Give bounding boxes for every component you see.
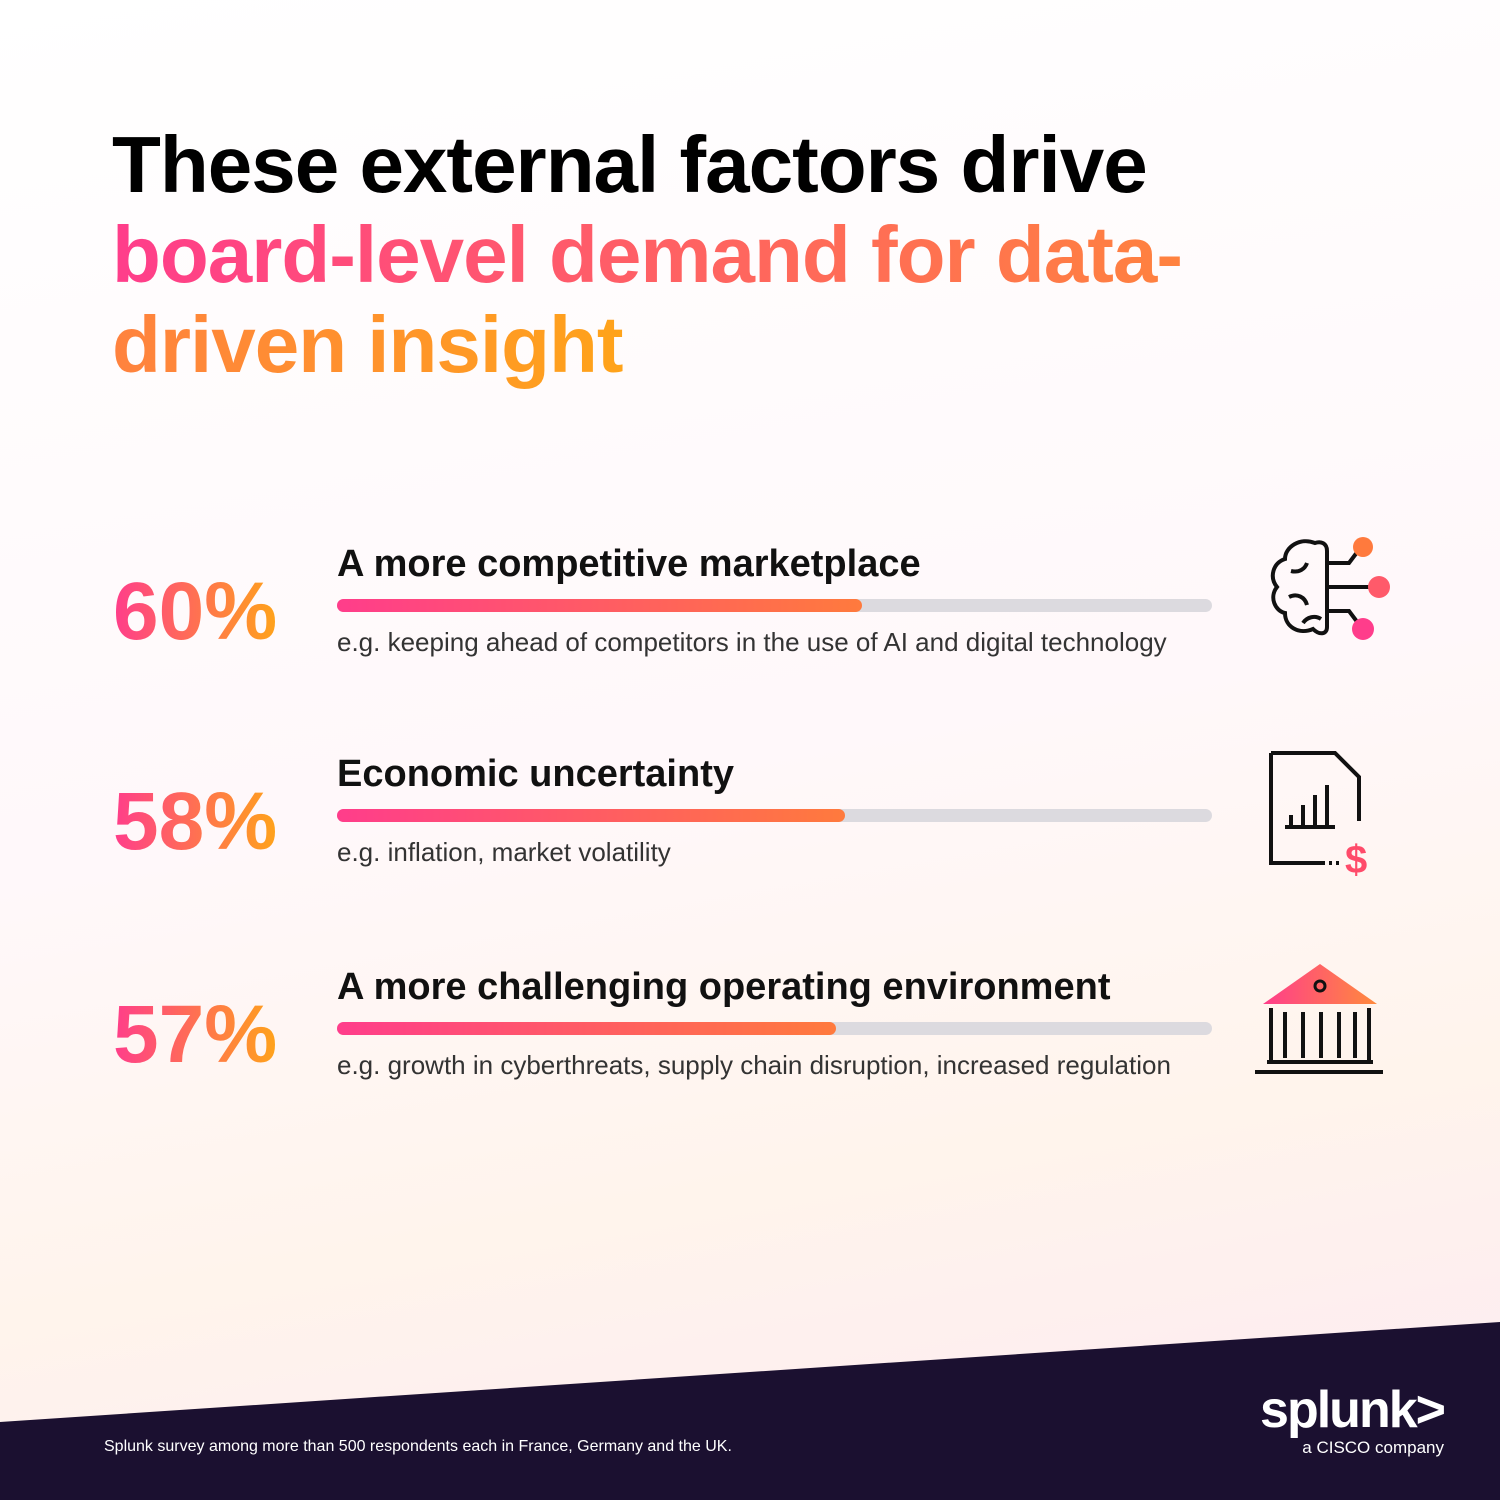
logo-tagline: a CISCO company [1302,1438,1444,1457]
factor-row: 60% A more competitive marketplace e.g. ke… [0,537,1500,693]
bar-track [337,1022,1212,1035]
bar [337,599,862,612]
factor-description: e.g. inflation, market volatility [337,837,671,867]
value-label: 58% [113,776,278,867]
footnote: Splunk survey among more than 500 respon… [104,1438,732,1455]
bar-track [337,599,1212,612]
factor-description: e.g. growth in cyberthreats, supply chai… [337,1050,1171,1080]
bank-icon [1255,964,1383,1074]
logo: splunk> [1260,1381,1446,1439]
factor-label: Economic uncertainty [337,753,734,795]
dollar-sign: $ [1345,838,1367,882]
factor-row: 57% A more challenging operating environm… [0,964,1500,1116]
title-highlight: board-level demand for data-driven insig… [112,210,1183,389]
bar [337,1022,836,1035]
value-label: 60% [113,566,278,657]
report-icon: $ [1269,751,1367,882]
bar [337,809,845,822]
factor-row: 58% Economic uncertainty e.g. inflation, m… [0,751,1500,903]
factor-label: A more competitive marketplace [337,543,921,585]
brain-icon [1270,537,1390,640]
factor-label: A more challenging operating environment [337,966,1111,1008]
bar-track [337,809,1212,822]
value-label: 57% [113,989,278,1080]
title: These external factors drive board-level… [112,120,1192,390]
title-plain: These external factors drive [112,120,1148,209]
factor-description: e.g. keeping ahead of competitors in the… [337,627,1167,657]
